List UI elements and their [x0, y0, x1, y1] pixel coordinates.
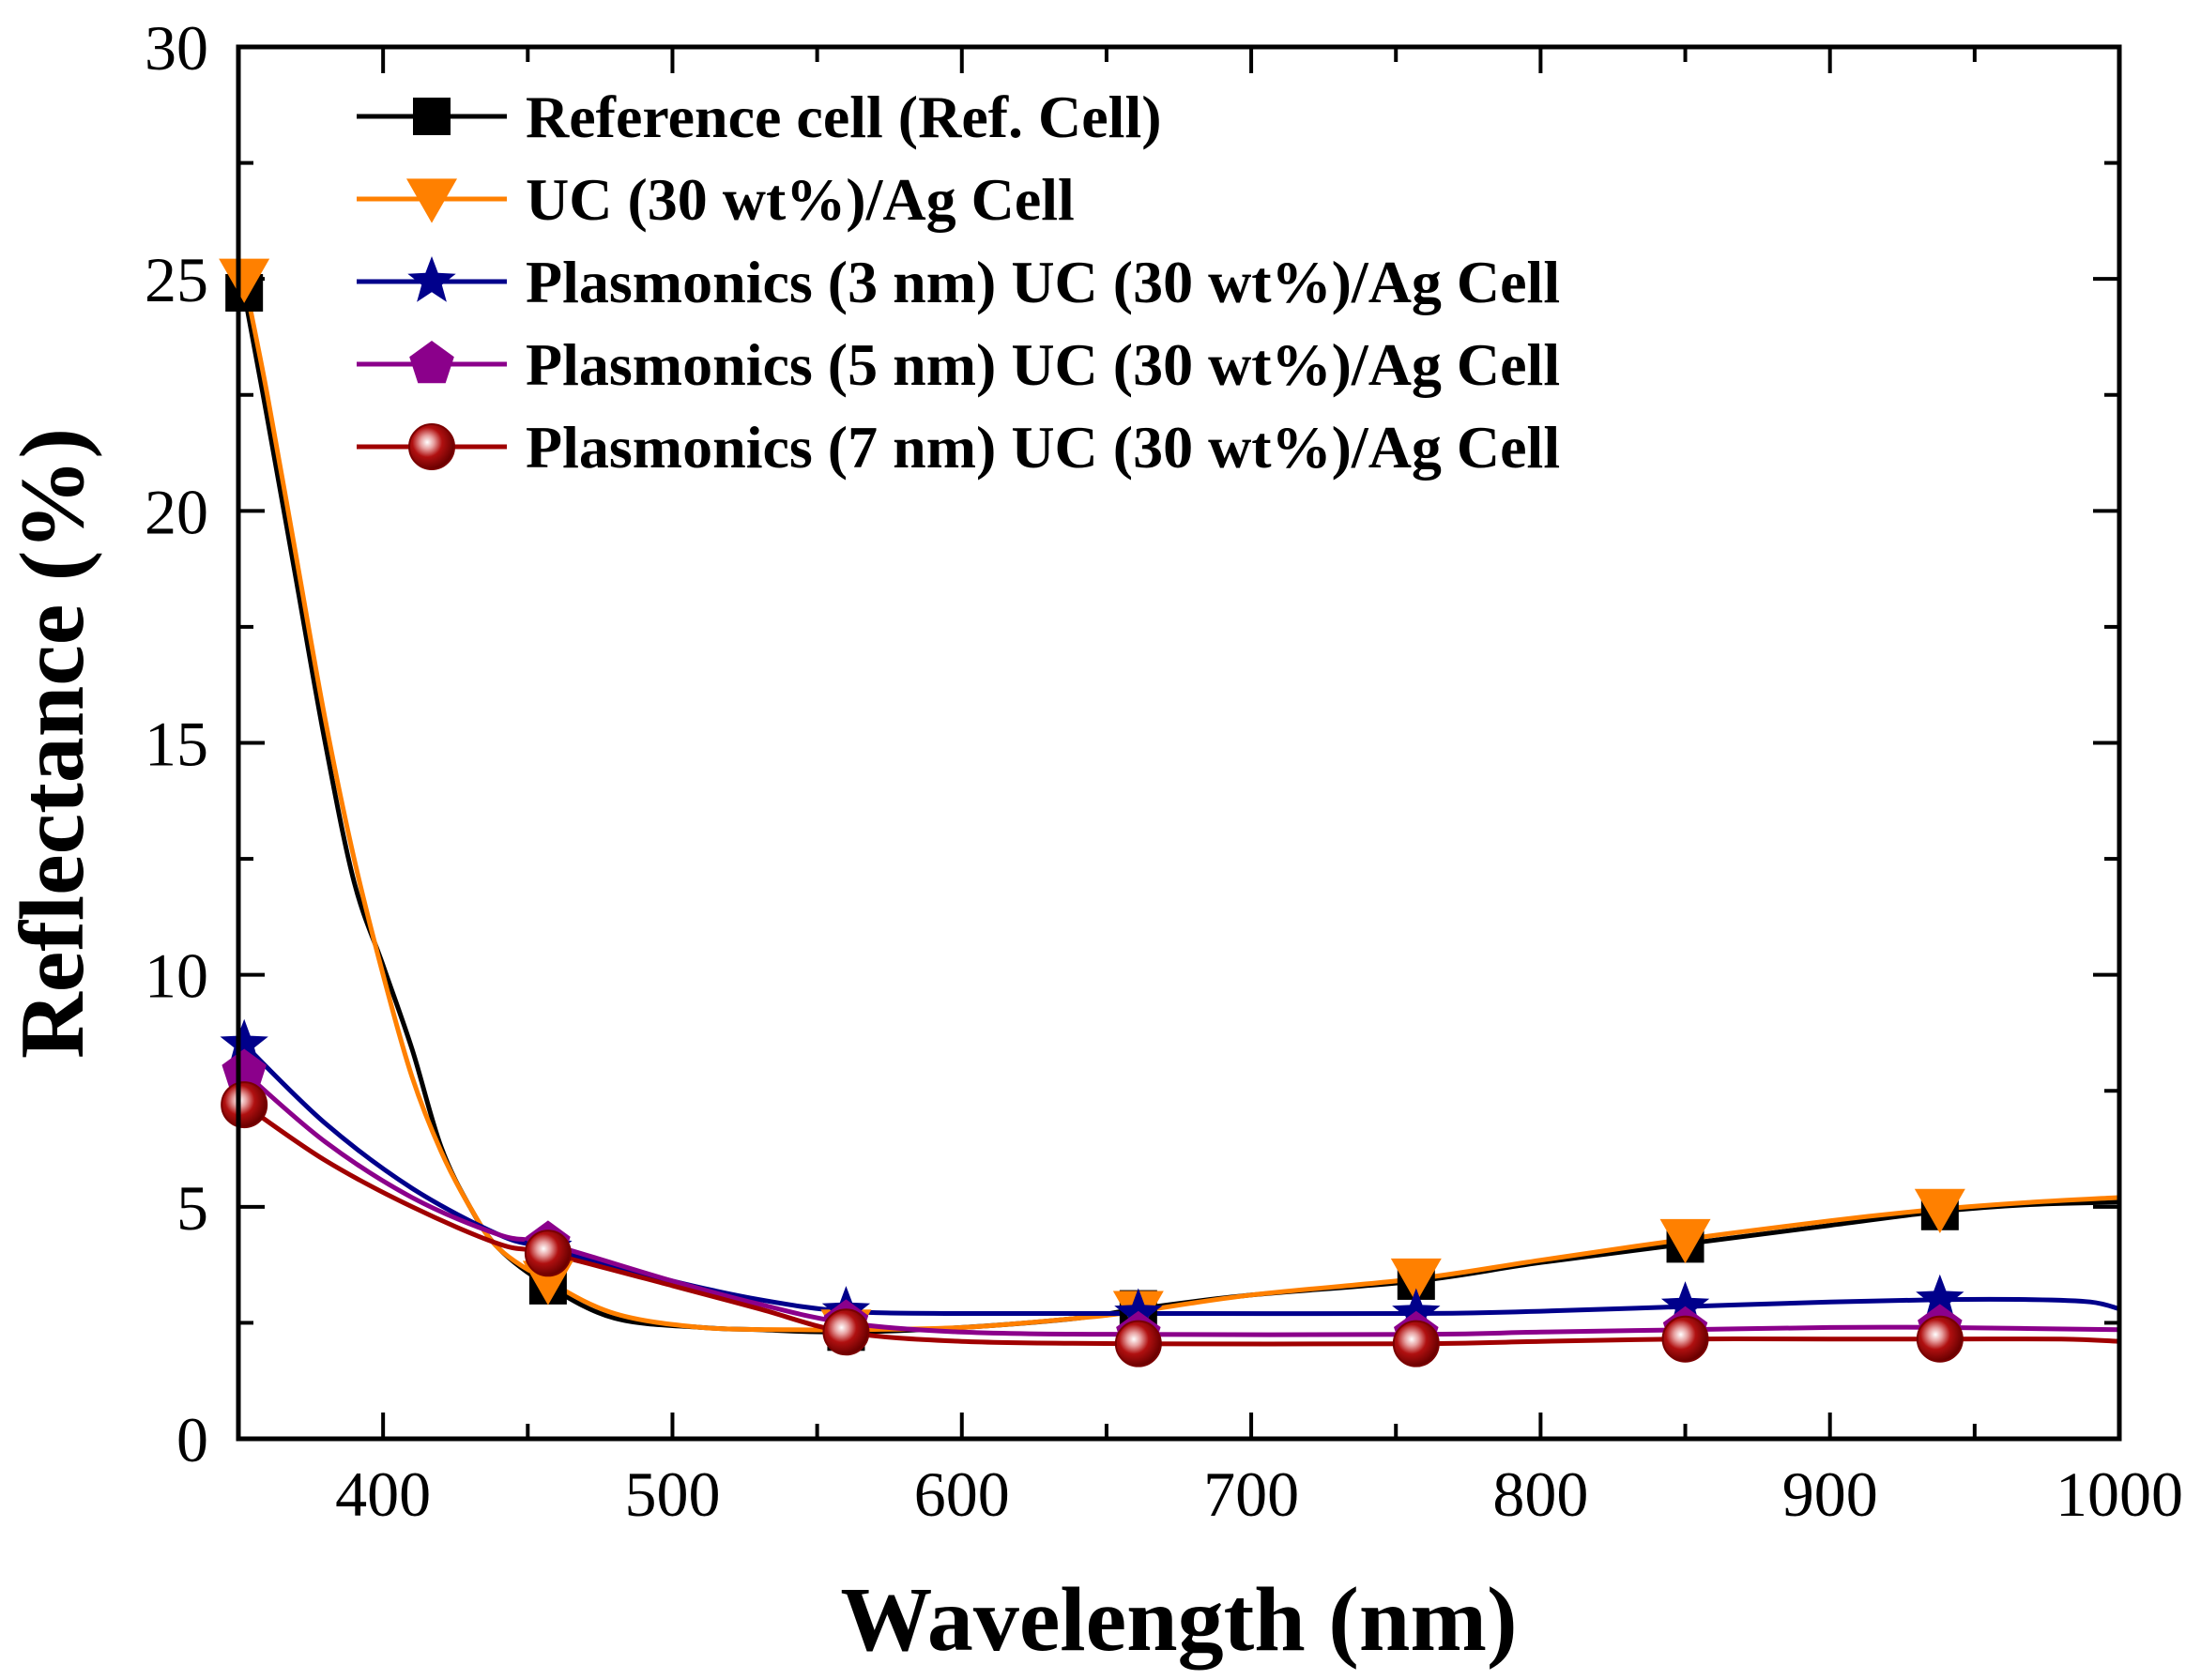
y-tick-label: 10	[145, 940, 208, 1012]
legend-label-2: UC (30 wt%)/Ag Cell	[526, 166, 1075, 233]
legend-marker-5	[408, 423, 455, 470]
y-axis-title: Reflectance (%)	[2, 428, 103, 1059]
data-point-series-2	[219, 258, 270, 303]
data-point-series-2	[1390, 1258, 1442, 1304]
legend-label-5: Plasmonics (7 nm) UC (30 wt%)/Ag Cell	[526, 414, 1560, 481]
legend-label-4: Plasmonics (5 nm) UC (30 wt%)/Ag Cell	[526, 331, 1560, 398]
x-tick-label: 500	[624, 1459, 720, 1530]
legend-marker-1	[413, 98, 451, 135]
legend-marker-2	[406, 178, 457, 223]
x-tick-label: 900	[1782, 1459, 1878, 1530]
y-tick-label: 30	[145, 12, 208, 84]
data-point-series-5	[524, 1229, 572, 1277]
y-tick-label: 0	[176, 1404, 208, 1475]
axis-ticks	[237, 45, 2121, 1441]
x-tick-label: 400	[335, 1459, 431, 1530]
data-point-series-5	[1661, 1315, 1709, 1363]
data-point-series-2	[1914, 1188, 1965, 1233]
plot-frame	[236, 44, 2122, 1442]
series-line-4	[241, 1070, 2119, 1337]
data-point-series-5	[1916, 1315, 1964, 1363]
x-tick-label: 700	[1203, 1459, 1299, 1530]
data-point-series-2	[1659, 1218, 1711, 1264]
x-tick-label: 1000	[2056, 1459, 2183, 1530]
legend-label-3: Plasmonics (3 nm) UC (30 wt%)/Ag Cell	[526, 249, 1560, 315]
x-tick-label: 800	[1492, 1459, 1588, 1530]
data-point-series-3	[1916, 1274, 1964, 1321]
y-tick-label: 15	[145, 709, 208, 780]
data-point-series-4	[222, 1048, 267, 1092]
tick-labels: 400 500 600 700 800 900 1000 0 5 10 15 20 25 30	[145, 12, 2183, 1530]
data-point-series-5	[221, 1081, 268, 1129]
x-axis-title: Wavelength (nm)	[840, 1569, 1517, 1671]
legend-marker-4	[409, 341, 454, 384]
data-point-series-5	[1392, 1320, 1440, 1367]
x-tick-label: 600	[914, 1459, 1010, 1530]
series-line-5	[241, 1102, 2119, 1347]
legend-label-1: Reference cell (Ref. Cell)	[526, 84, 1162, 150]
legend-marker-3	[407, 256, 456, 302]
series-markers	[219, 258, 1965, 1367]
data-point-series-3	[220, 1018, 268, 1065]
y-tick-label: 5	[176, 1172, 208, 1244]
data-point-series-3	[1660, 1281, 1710, 1327]
data-point-series-5	[822, 1308, 870, 1356]
data-point-series-5	[1114, 1320, 1162, 1367]
y-tick-label: 20	[145, 476, 208, 547]
legend: Reference cell (Ref. Cell) UC (30 wt%)/Ag…	[357, 84, 1560, 481]
y-tick-label: 25	[145, 244, 208, 315]
